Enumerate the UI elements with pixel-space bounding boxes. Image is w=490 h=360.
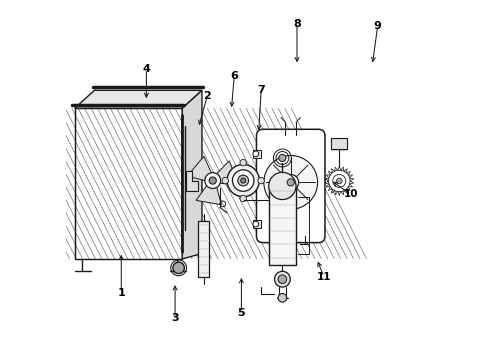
Circle shape bbox=[279, 154, 286, 162]
Circle shape bbox=[258, 177, 265, 184]
Circle shape bbox=[274, 271, 290, 287]
Polygon shape bbox=[253, 149, 261, 158]
Text: 10: 10 bbox=[343, 189, 358, 199]
Circle shape bbox=[283, 175, 298, 190]
Text: 7: 7 bbox=[257, 85, 265, 95]
Circle shape bbox=[238, 175, 248, 186]
Text: 2: 2 bbox=[203, 91, 211, 101]
Text: 11: 11 bbox=[317, 272, 331, 282]
Circle shape bbox=[209, 177, 216, 184]
Text: 4: 4 bbox=[143, 64, 150, 74]
Polygon shape bbox=[187, 156, 211, 181]
Circle shape bbox=[232, 170, 254, 191]
Text: 6: 6 bbox=[230, 71, 238, 81]
Bar bbox=[269, 186, 296, 265]
Text: 9: 9 bbox=[374, 21, 382, 31]
Circle shape bbox=[253, 151, 259, 157]
Polygon shape bbox=[253, 220, 261, 228]
Circle shape bbox=[337, 178, 342, 184]
Polygon shape bbox=[217, 161, 238, 185]
Polygon shape bbox=[196, 186, 221, 205]
Polygon shape bbox=[186, 171, 198, 191]
Polygon shape bbox=[182, 90, 202, 259]
Circle shape bbox=[287, 179, 294, 186]
Circle shape bbox=[240, 159, 246, 166]
Circle shape bbox=[278, 293, 287, 302]
FancyBboxPatch shape bbox=[256, 129, 325, 243]
Bar bbox=[198, 221, 209, 277]
Text: 3: 3 bbox=[172, 313, 179, 323]
Circle shape bbox=[227, 165, 259, 197]
Polygon shape bbox=[74, 90, 202, 108]
Text: 1: 1 bbox=[118, 288, 125, 298]
Circle shape bbox=[173, 262, 184, 274]
Text: 5: 5 bbox=[238, 308, 245, 318]
Circle shape bbox=[240, 195, 246, 202]
Polygon shape bbox=[331, 138, 347, 149]
Circle shape bbox=[269, 172, 296, 199]
Circle shape bbox=[241, 178, 245, 183]
Circle shape bbox=[264, 156, 318, 209]
Circle shape bbox=[329, 170, 350, 192]
Circle shape bbox=[205, 173, 220, 189]
Circle shape bbox=[253, 221, 259, 227]
Circle shape bbox=[278, 275, 287, 283]
Polygon shape bbox=[74, 108, 182, 259]
Text: 8: 8 bbox=[293, 19, 301, 29]
Circle shape bbox=[222, 177, 228, 184]
